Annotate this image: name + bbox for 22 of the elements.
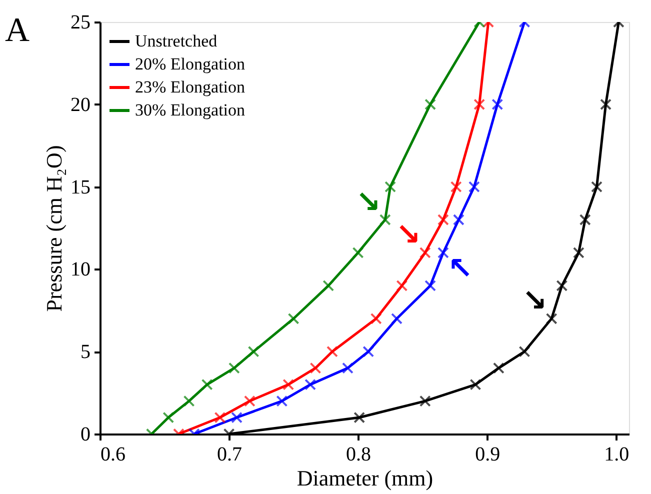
y-tick-label: 5	[80, 341, 90, 364]
x-tick-label: 0.8	[346, 444, 372, 466]
annotation: ↘	[356, 184, 381, 220]
legend-label: Unstretched	[135, 32, 218, 50]
x-tick-label: 0.7	[217, 444, 242, 466]
annotation: ↖	[448, 252, 473, 287]
x-tick-label: 1.0	[604, 444, 630, 466]
legend-label: 23% Elongation	[135, 78, 246, 96]
legend-label: 20% Elongation	[135, 54, 246, 74]
x-tick-label: 0.9	[475, 444, 500, 466]
x-tick-label: 0.6	[100, 444, 126, 466]
y-tick-label: 10	[70, 258, 90, 281]
annotation: ↘	[522, 284, 548, 319]
annotation: ↘	[396, 218, 421, 253]
y-tick-label: 15	[70, 176, 90, 198]
y-tick-label: 25	[70, 12, 90, 34]
legend-label: 30% Elongation	[135, 100, 246, 120]
y-tick-label: 0	[80, 424, 90, 446]
y-tick-label: 20	[70, 94, 90, 116]
x-axis-title: Diameter (mm)	[296, 466, 434, 490]
y-axis-title: Pressure (cm H₂O)	[42, 145, 66, 312]
text: A	[5, 12, 30, 49]
